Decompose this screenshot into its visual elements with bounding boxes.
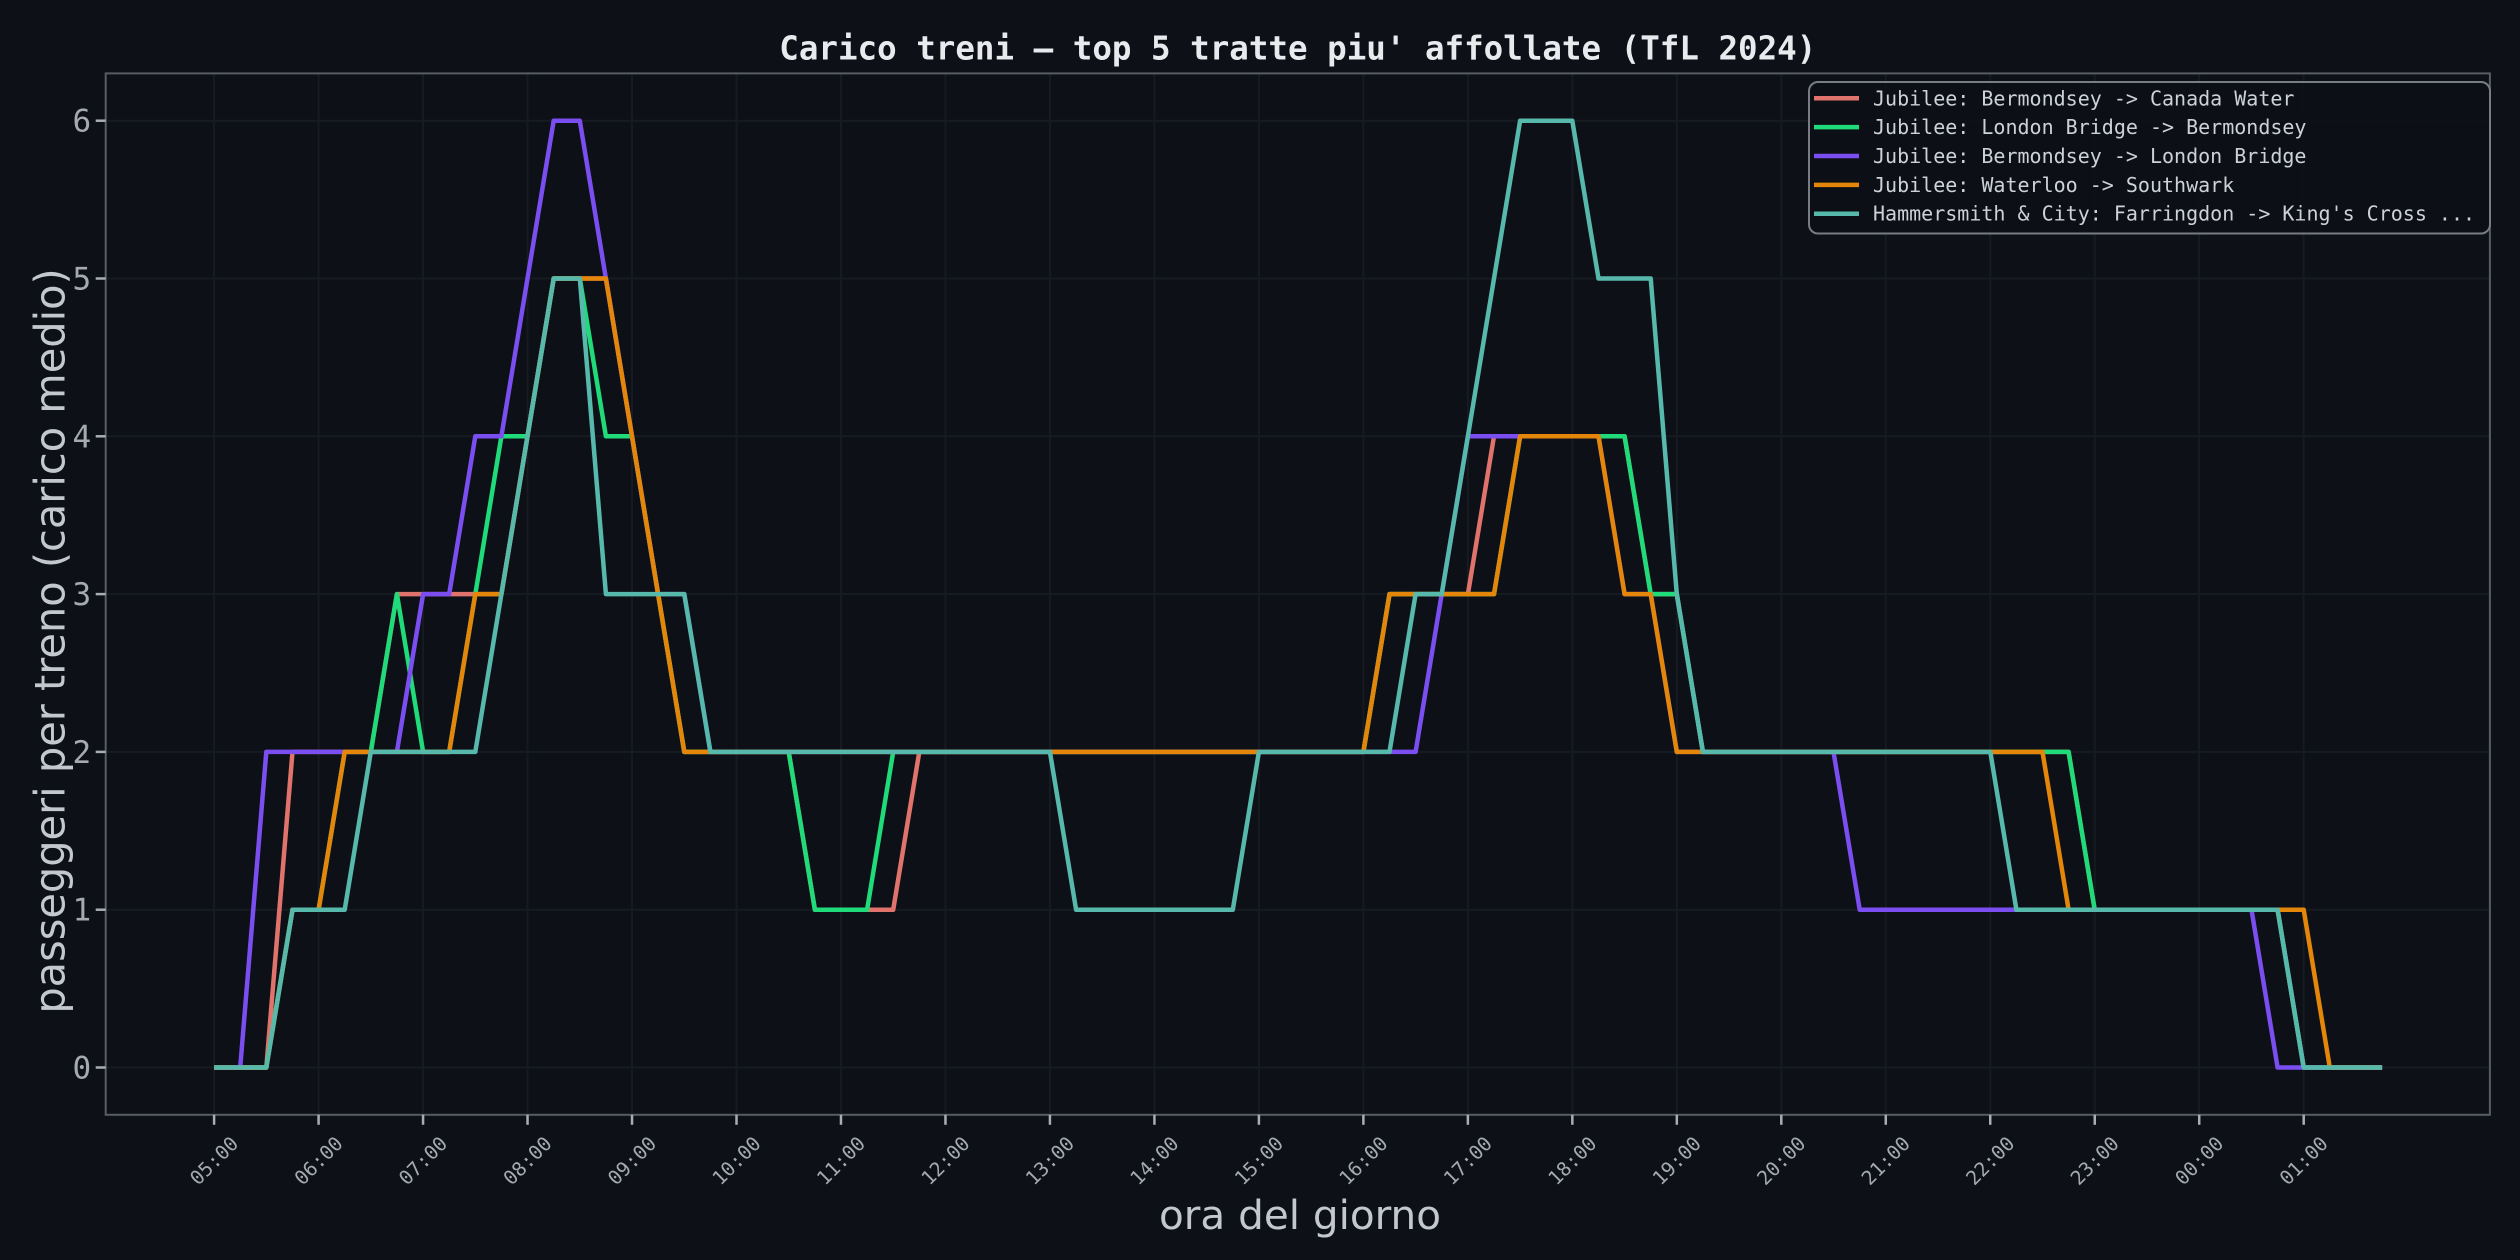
y-tick-label: 4: [73, 419, 92, 455]
legend-label: Jubilee: London Bridge -> Bermondsey: [1873, 115, 2306, 139]
series-line: [214, 118, 2383, 1070]
x-tick-label: 10:00: [708, 1132, 766, 1190]
axis-ticks: 05:00 06:00 07:00 08:00 09:00 10:00 11:00 12:00…: [73, 104, 2333, 1190]
y-tick-label: 0: [73, 1051, 92, 1087]
x-tick-label: 16:00: [1335, 1132, 1393, 1190]
x-tick-label: 14:00: [1126, 1132, 1184, 1190]
x-tick-label: 20:00: [1753, 1132, 1811, 1190]
legend-label: Hammersmith & City: Farringdon -> King's…: [1873, 202, 2475, 226]
x-tick-label: 07:00: [394, 1132, 452, 1190]
legend-label: Jubilee: Bermondsey -> London Bridge: [1873, 144, 2306, 168]
y-axis-label: passeggeri per treno (carico medio): [26, 268, 75, 1013]
x-tick-label: 00:00: [2170, 1132, 2228, 1190]
x-tick-label: 15:00: [1230, 1132, 1288, 1190]
chart-title: Carico treni — top 5 tratte piu' affolla…: [779, 30, 1816, 68]
x-tick-label: 19:00: [1648, 1132, 1706, 1190]
x-tick-label: 11:00: [812, 1132, 870, 1190]
x-tick-label: 17:00: [1439, 1132, 1497, 1190]
x-axis-label: ora del giorno: [1159, 1191, 1441, 1239]
x-tick-label: 09:00: [603, 1132, 661, 1190]
series-line: [214, 276, 2383, 1070]
x-tick-label: 21:00: [1857, 1132, 1915, 1190]
y-tick-label: 6: [73, 104, 92, 140]
data-series: [214, 118, 2383, 1070]
x-tick-label: 05:00: [185, 1132, 243, 1190]
legend-label: Jubilee: Bermondsey -> Canada Water: [1873, 86, 2294, 110]
x-tick-label: 12:00: [917, 1132, 975, 1190]
x-tick-label: 23:00: [2066, 1132, 2124, 1190]
x-tick-label: 22:00: [1962, 1132, 2020, 1190]
y-tick-label: 5: [73, 262, 92, 298]
legend-label: Jubilee: Waterloo -> Southwark: [1873, 173, 2234, 197]
x-tick-label: 01:00: [2275, 1132, 2333, 1190]
y-tick-label: 1: [73, 893, 92, 929]
x-tick-label: 06:00: [290, 1132, 348, 1190]
legend-box: [1808, 81, 2491, 235]
series-line: [214, 276, 2383, 1070]
x-tick-label: 08:00: [499, 1132, 557, 1190]
y-tick-label: 3: [73, 577, 92, 613]
x-tick-label: 13:00: [1021, 1132, 1079, 1190]
x-tick-label: 18:00: [1544, 1132, 1602, 1190]
legend: Jubilee: Bermondsey -> Canada Water Jubil…: [1808, 81, 2491, 235]
y-tick-label: 2: [73, 735, 92, 771]
series-line: [214, 276, 2383, 1070]
